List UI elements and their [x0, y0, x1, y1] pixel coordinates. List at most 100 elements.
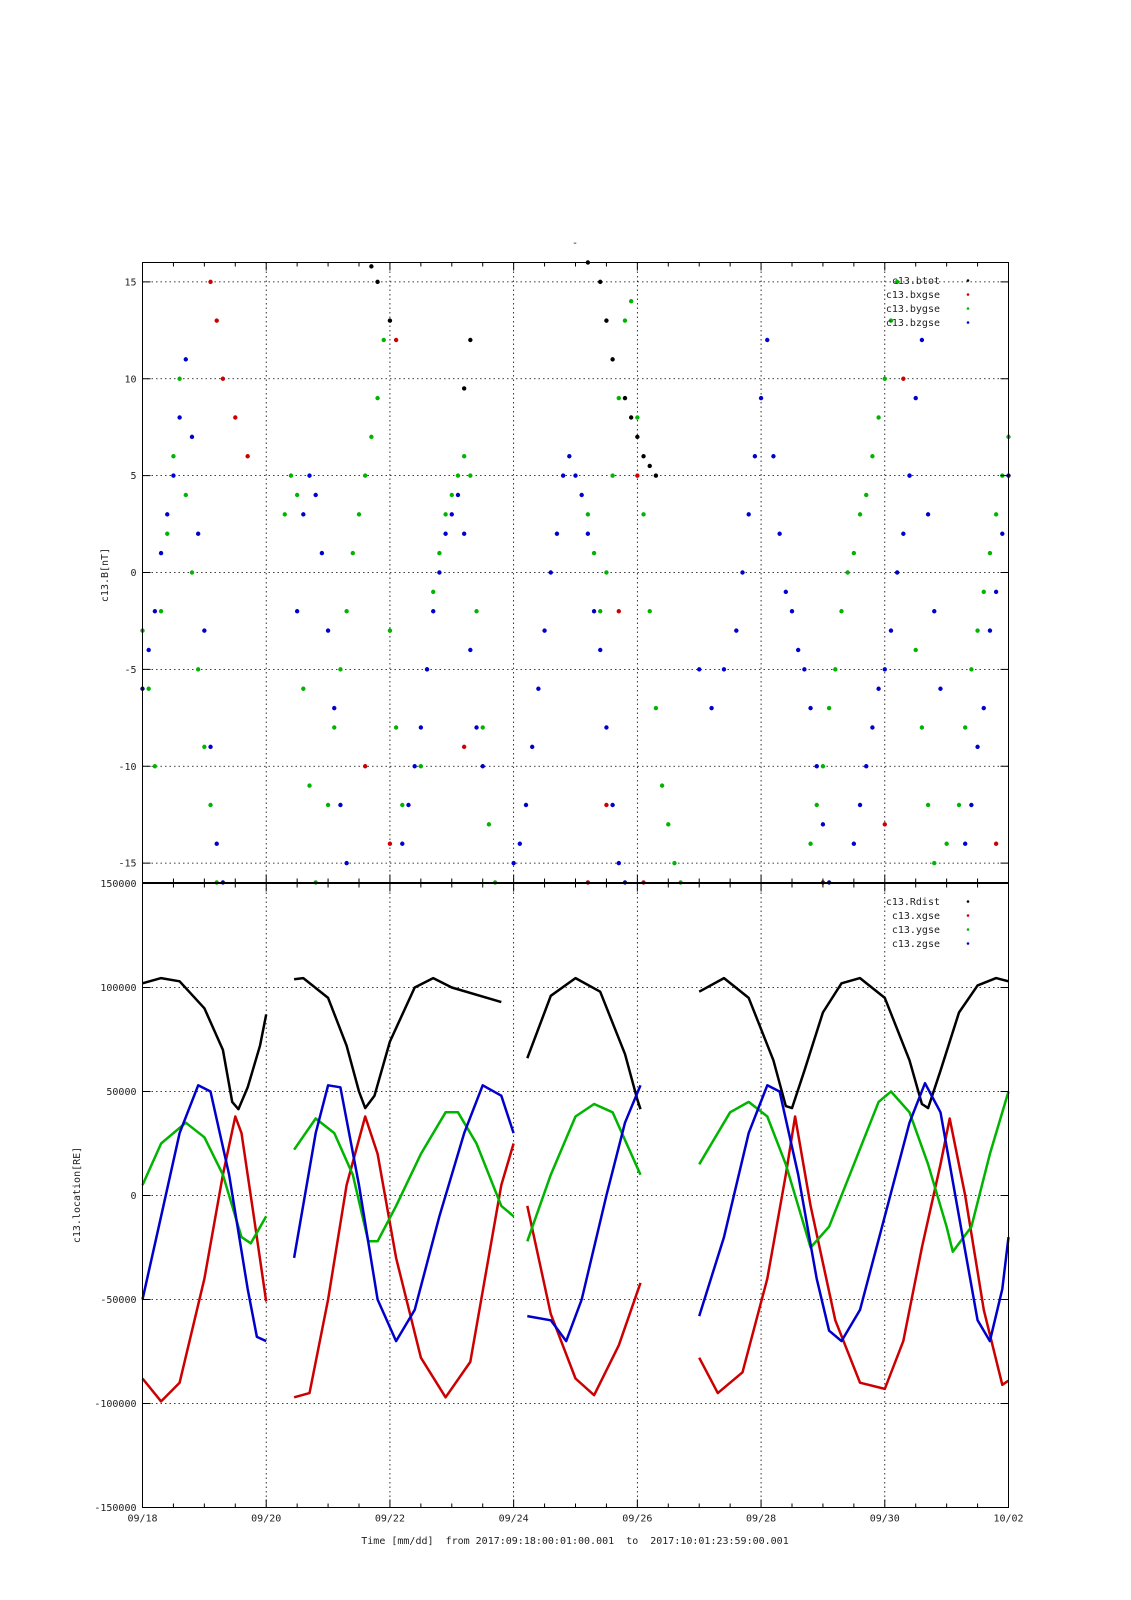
- data-point: [387, 318, 393, 323]
- data-point: [783, 589, 789, 595]
- data-point: [195, 531, 201, 536]
- data-point: [876, 686, 881, 691]
- top-y-tick-label: -5: [124, 665, 136, 676]
- data-point: [202, 744, 207, 750]
- data-point: [325, 802, 331, 808]
- x-tick-label: 09/24: [499, 1514, 529, 1525]
- data-point: [826, 705, 832, 711]
- data-point: [894, 279, 900, 285]
- data-point: [146, 686, 151, 691]
- data-point: [981, 589, 986, 595]
- data-point: [870, 725, 875, 730]
- data-point: [412, 764, 417, 769]
- data-point: [864, 492, 869, 498]
- legend-marker: [966, 293, 970, 296]
- data-point: [214, 841, 219, 846]
- data-point: [802, 667, 807, 672]
- data-point: [993, 589, 999, 595]
- data-point: [789, 609, 795, 614]
- data-point: [851, 841, 857, 846]
- data-point: [808, 705, 813, 711]
- bottom-data-lines: [141, 976, 1010, 1403]
- data-point: [177, 376, 182, 381]
- bot-series-c13.Rdist: [142, 976, 1009, 1111]
- data-point: [307, 473, 312, 478]
- data-point: [919, 337, 925, 343]
- data-point: [647, 609, 652, 614]
- data-point: [653, 473, 659, 478]
- data-point: [845, 570, 850, 575]
- data-point: [486, 822, 492, 827]
- data-point: [474, 609, 479, 614]
- data-point: [610, 802, 615, 808]
- data-point: [288, 473, 294, 478]
- data-point: [913, 647, 918, 653]
- data-point: [480, 725, 485, 730]
- series-line: [698, 976, 1009, 1110]
- series-line: [526, 1205, 642, 1397]
- series-line: [526, 1102, 642, 1242]
- data-point: [604, 318, 609, 323]
- data-point: [511, 860, 516, 866]
- top-data-points: [140, 260, 1011, 885]
- data-point: [659, 783, 665, 788]
- data-point: [468, 337, 473, 343]
- top-series-c13.btot: [369, 260, 659, 478]
- data-point: [307, 783, 312, 788]
- data-point: [208, 744, 213, 750]
- data-point: [375, 279, 380, 285]
- top-legend: c13.btot c13.bxgse c13.bygse c13.bzgse: [886, 276, 970, 329]
- legend-marker: [966, 914, 970, 917]
- bottom-ticks: [142, 883, 1009, 1508]
- data-point: [418, 725, 424, 730]
- data-point: [857, 512, 863, 517]
- data-point: [882, 376, 887, 381]
- legend-label: c13.bygse: [886, 304, 940, 315]
- data-point: [938, 686, 943, 691]
- data-point: [523, 802, 529, 808]
- data-point: [530, 744, 535, 750]
- data-point: [635, 434, 640, 440]
- bottom-y-axis-title: c13.location[RE]: [72, 1147, 83, 1243]
- legend-label: c13.ygse: [892, 925, 940, 936]
- top-y-tick-label: 0: [130, 568, 136, 579]
- data-point: [795, 647, 801, 653]
- series-line: [698, 1081, 1010, 1343]
- data-point: [474, 725, 479, 730]
- data-point: [901, 531, 906, 536]
- data-point: [344, 609, 349, 614]
- data-point: [888, 318, 894, 323]
- data-point: [956, 802, 962, 808]
- x-tick-label: 09/20: [251, 1514, 281, 1525]
- data-point: [165, 531, 170, 536]
- bot-y-tick-label: 150000: [100, 879, 136, 890]
- data-point: [165, 512, 170, 517]
- top-series-c13.bzgse: [140, 337, 1011, 885]
- x-tick-label: 09/26: [622, 1514, 652, 1525]
- data-point: [647, 463, 652, 469]
- x-tick-label: 10/02: [993, 1514, 1023, 1525]
- data-point: [882, 822, 887, 827]
- data-point: [839, 609, 844, 614]
- data-point: [604, 725, 609, 730]
- data-point: [653, 705, 659, 711]
- legend-marker: [966, 942, 970, 945]
- bot-y-tick-label: 50000: [106, 1087, 136, 1098]
- legend-label: c13.bxgse: [886, 290, 940, 301]
- data-point: [894, 570, 900, 575]
- data-point: [975, 744, 980, 750]
- data-point: [282, 512, 287, 517]
- data-point: [1000, 531, 1005, 536]
- data-point: [195, 667, 201, 672]
- data-point: [573, 473, 578, 478]
- data-point: [610, 473, 615, 478]
- data-point: [672, 860, 677, 866]
- data-point: [864, 764, 869, 769]
- series-line: [293, 1115, 515, 1399]
- data-point: [616, 395, 621, 401]
- data-point: [777, 531, 782, 536]
- series-line: [527, 1084, 642, 1343]
- top-y-tick-label: -15: [118, 859, 136, 870]
- series-line: [698, 1090, 1010, 1253]
